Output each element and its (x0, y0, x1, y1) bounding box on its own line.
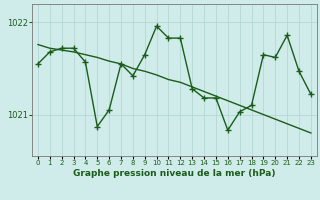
X-axis label: Graphe pression niveau de la mer (hPa): Graphe pression niveau de la mer (hPa) (73, 169, 276, 178)
